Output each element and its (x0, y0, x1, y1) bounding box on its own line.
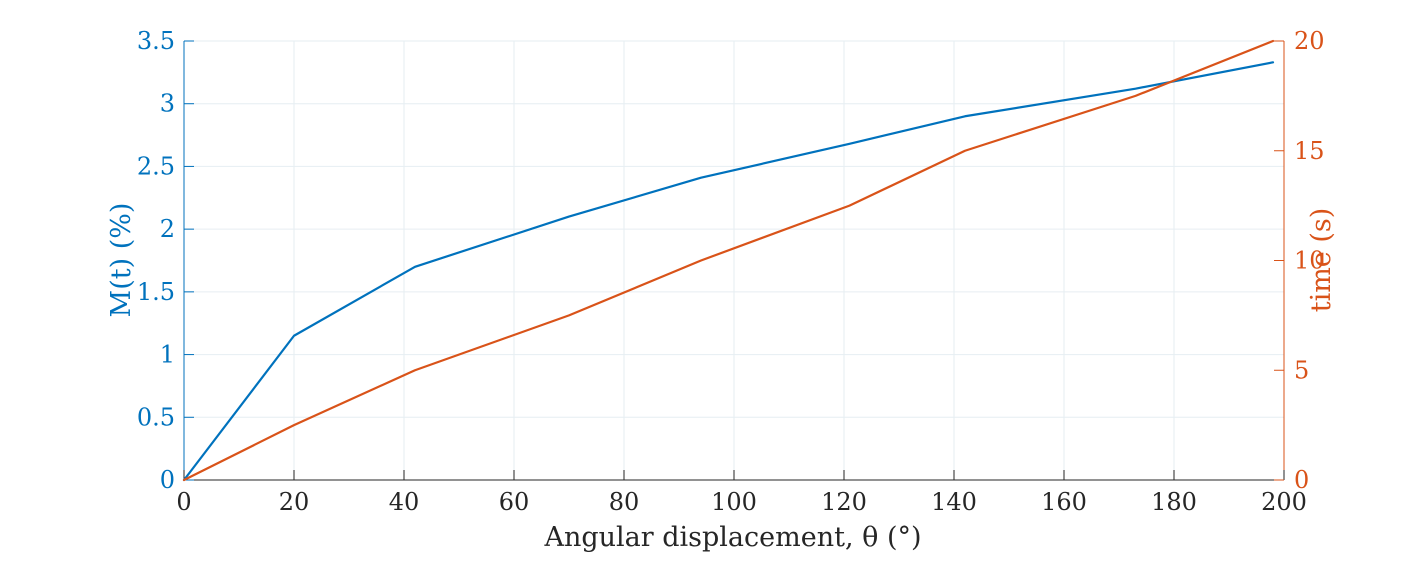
tick-labels: 0 20 40 60 80 100 120 140 160 180 20000.511.522.53… (137, 27, 1325, 516)
x-tick-label: 100 (711, 488, 757, 516)
right-y-tick-label: 15 (1294, 137, 1325, 165)
x-tick-label: 0 (176, 488, 191, 516)
right-y-tick-label: 20 (1294, 27, 1325, 55)
right-y-tick-label: 0 (1294, 466, 1309, 494)
time-series-line (182, 39, 1275, 482)
x-tick-label: 20 (279, 488, 310, 516)
axes (183, 40, 1285, 481)
x-tick-label: 140 (931, 488, 977, 516)
x-tick-label: 180 (1151, 488, 1197, 516)
left-y-tick-label: 2 (160, 215, 175, 243)
left-y-tick-label: 2.5 (137, 152, 175, 180)
left-y-tick-label: 3.5 (137, 27, 175, 55)
x-axis-label: Angular displacement, θ (°) (543, 522, 921, 553)
grid-lines (183, 40, 1285, 481)
x-tick-label: 40 (389, 488, 420, 516)
left-y-tick-label: 3 (160, 90, 175, 118)
x-tick-label: 160 (1041, 488, 1087, 516)
right-y-axis-label: time (s) (1306, 208, 1337, 313)
x-tick-label: 60 (499, 488, 530, 516)
x-tick-label: 80 (609, 488, 640, 516)
left-y-tick-label: 0 (160, 466, 175, 494)
left-y-axis-label: M(t) (%) (106, 203, 137, 318)
left-y-tick-label: 0.5 (137, 403, 175, 431)
x-tick-label: 120 (821, 488, 867, 516)
x-tick-label: 200 (1261, 488, 1307, 516)
data-series (182, 39, 1275, 482)
left-y-tick-label: 1 (160, 341, 175, 369)
right-y-tick-label: 10 (1294, 247, 1325, 275)
left-y-tick-label: 1.5 (137, 278, 175, 306)
right-y-tick-label: 5 (1294, 356, 1309, 384)
